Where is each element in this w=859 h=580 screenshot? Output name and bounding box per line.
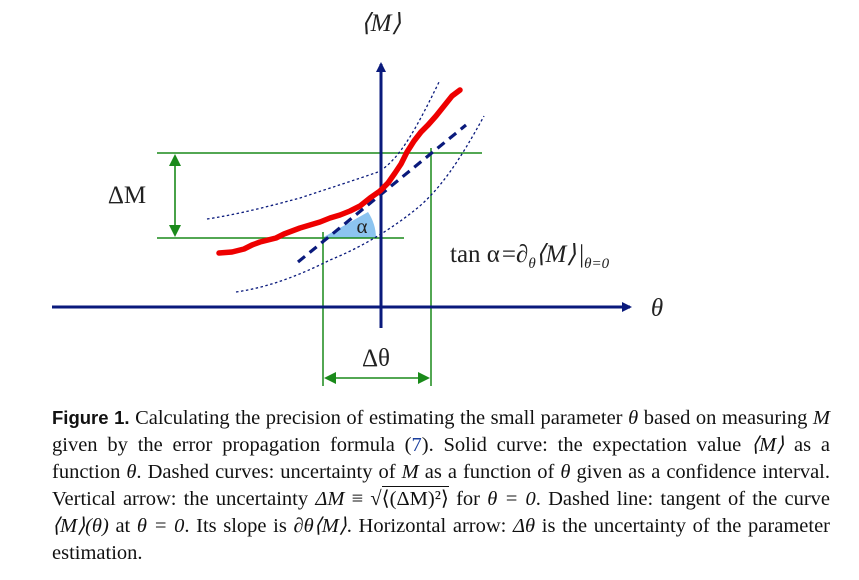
theta-symbol: θ — [126, 461, 137, 483]
equation-reference-link[interactable]: 7 — [411, 434, 422, 456]
caption-text: at — [108, 515, 137, 537]
alpha-label: α — [356, 214, 367, 238]
tan-alpha-formula: tan α=∂θ⟨M⟩ |θ=0 — [450, 241, 610, 272]
m-of-theta: ⟨M⟩(θ) — [52, 515, 109, 537]
caption-text: as a function of — [418, 461, 561, 483]
m-axis-label: ⟨M⟩ — [361, 10, 402, 37]
caption-text: as a function — [52, 434, 830, 483]
theta-zero: θ = 0 — [136, 515, 185, 537]
theta-symbol: θ — [628, 407, 639, 429]
eval-subscript: θ=0 — [584, 256, 609, 272]
figure-label: Figure 1. — [52, 407, 130, 428]
lower-confidence-curve — [235, 115, 485, 293]
caption-text: Calculating the precision of estimating … — [129, 407, 629, 429]
caption-text: . Horizontal arrow: — [346, 515, 514, 537]
delta-m-symbol: ΔM — [315, 488, 345, 510]
equals-sign: = — [502, 241, 516, 268]
partial-sign: ∂ — [516, 241, 528, 268]
caption-text: is the uncertainty of the parameter esti… — [52, 515, 830, 564]
caption-text: ). Solid curve: the expectation value — [421, 434, 752, 456]
slope-expression: ∂θ⟨M⟩ — [293, 515, 347, 537]
caption-text: for — [448, 488, 488, 510]
m-symbol: M — [401, 461, 419, 483]
caption-text: ≡ — [344, 488, 371, 510]
theta-symbol: θ — [560, 461, 571, 483]
caption-text: given by the error propagation formula ( — [52, 434, 412, 456]
m-symbol: M — [812, 407, 830, 429]
delta-theta-label: Δθ — [362, 345, 390, 372]
caption-text: based on measuring — [638, 407, 813, 429]
caption-text: . Its slope is — [184, 515, 294, 537]
svg-text:tan α=∂θ⟨M⟩|θ=0: tan α=∂θ⟨M⟩ |θ=0 — [450, 241, 610, 272]
figure-caption: Figure 1. Calculating the precision of e… — [52, 404, 830, 567]
partial-subscript: θ — [528, 256, 536, 272]
eval-bar: | — [579, 241, 584, 268]
avg-m-symbol: ⟨M⟩ — [751, 434, 785, 456]
sqrt-body: ⟨(ΔM)²⟩ — [381, 486, 449, 510]
delta-m-label: ΔM — [108, 182, 146, 209]
theta-axis-label: θ — [651, 295, 663, 322]
upper-confidence-curve — [206, 79, 441, 220]
caption-text: . Dashed line: tangent of the curve — [535, 488, 830, 510]
tan-alpha: tan α — [450, 241, 500, 268]
error-propagation-diagram: ⟨M⟩ θ ΔM Δθ α tan α=∂θ⟨M⟩ |θ=0 — [52, 10, 663, 386]
caption-text: . Dashed curves: uncertainty of — [136, 461, 402, 483]
caption-text: given as a confidence interval. Vertical… — [52, 461, 830, 510]
expectation-curve — [216, 87, 463, 256]
theta-zero: θ = 0 — [487, 488, 536, 510]
formula-m: ⟨M⟩ — [536, 241, 577, 268]
delta-theta-symbol: Δθ — [513, 515, 536, 537]
sqrt-sign: √ — [370, 488, 382, 510]
